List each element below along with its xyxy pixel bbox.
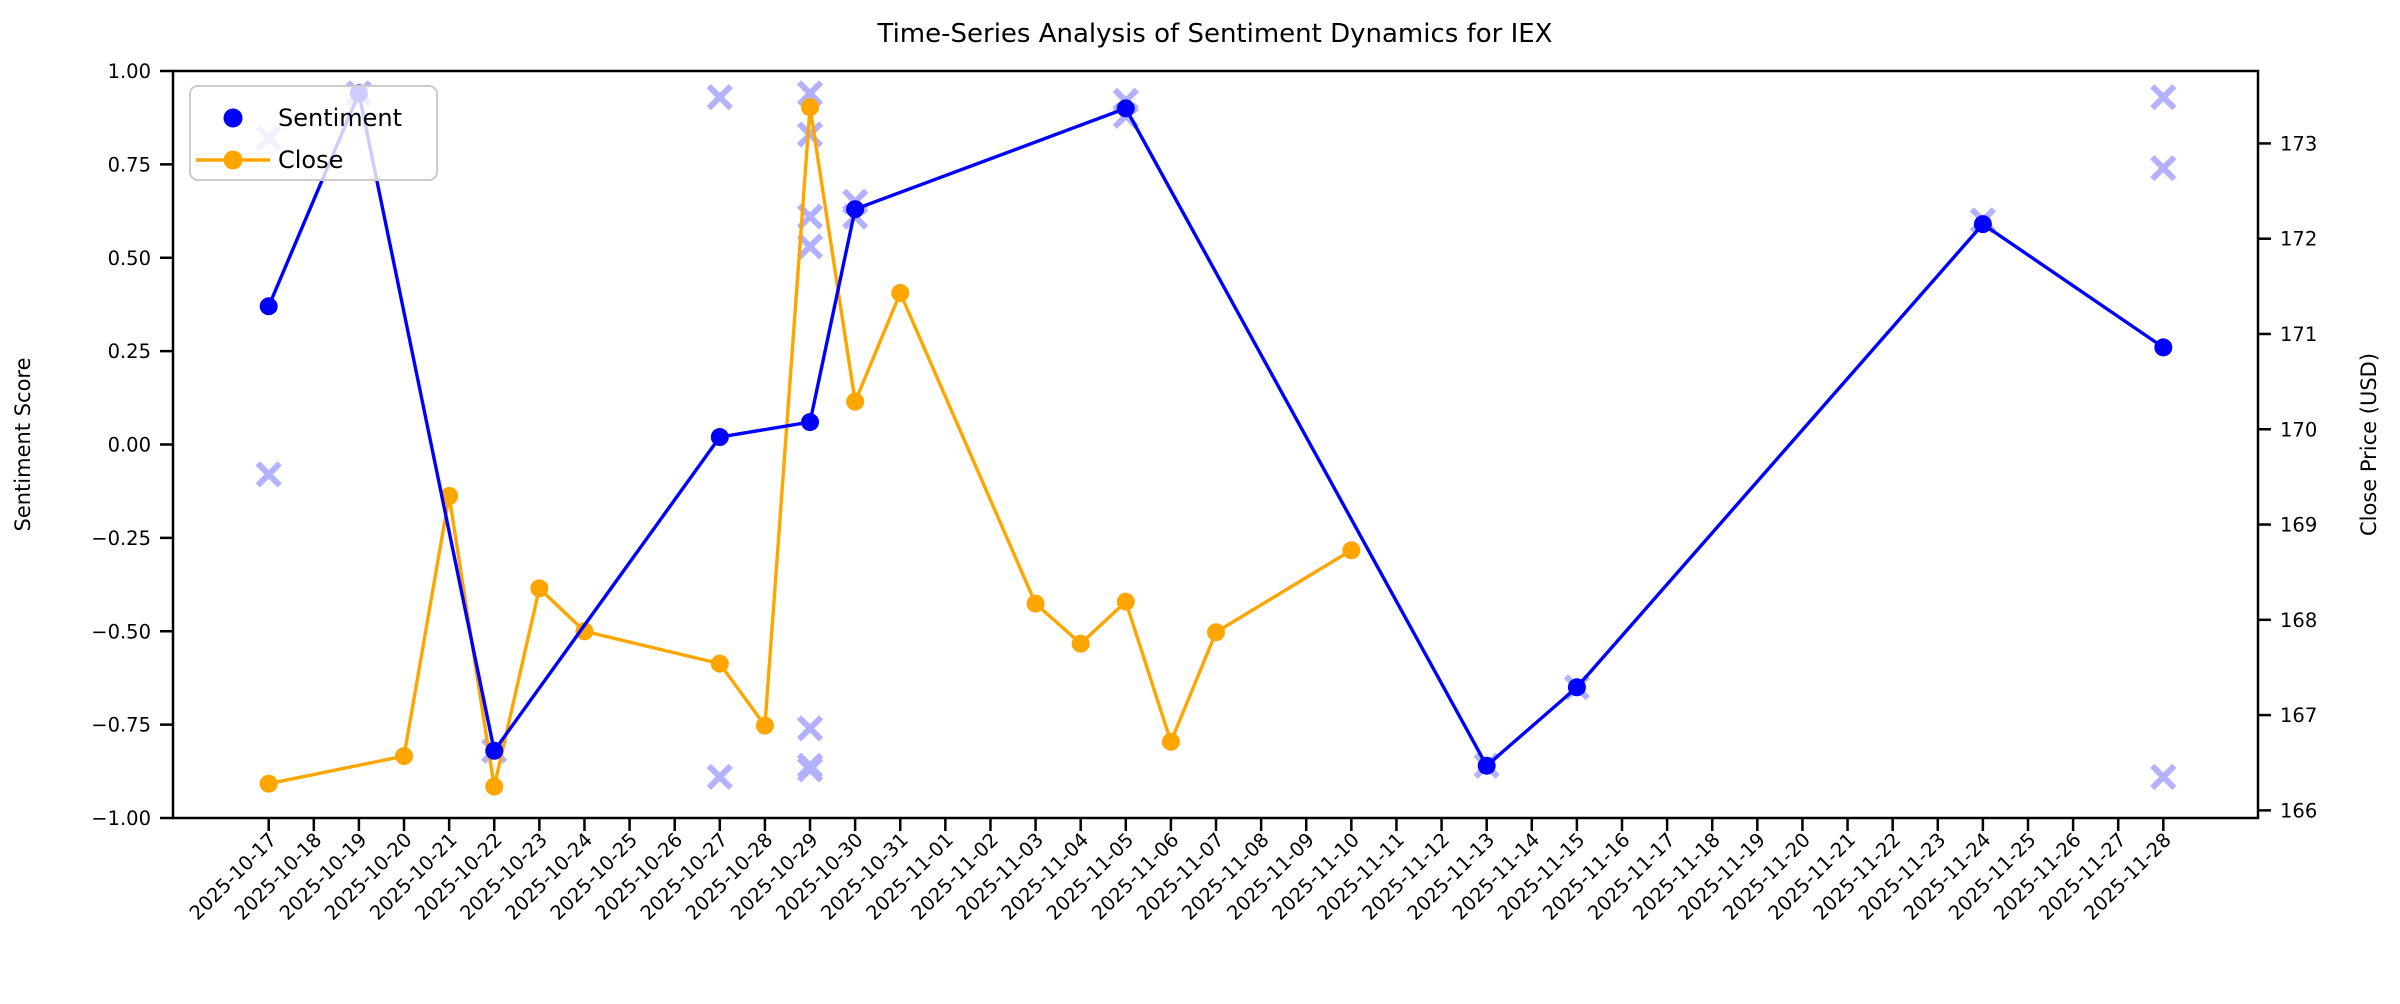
sentiment-x-marker bbox=[796, 80, 824, 107]
sentiment-point bbox=[259, 297, 278, 316]
sentiment-series bbox=[259, 84, 2173, 775]
sentiment-x-marker bbox=[2150, 763, 2177, 791]
close-point bbox=[1207, 623, 1226, 642]
close-point bbox=[1161, 732, 1180, 751]
close-point bbox=[755, 716, 774, 735]
y-tick-label-left: 1.00 bbox=[108, 60, 151, 83]
right-axis-label: Close Price (USD) bbox=[2357, 353, 2381, 536]
close-series bbox=[259, 98, 1361, 796]
legend: Sentiment Close bbox=[189, 85, 438, 181]
sentiment-point bbox=[1477, 756, 1496, 775]
close-point bbox=[530, 579, 549, 598]
sentiment-x-marker bbox=[706, 763, 733, 791]
legend-close-label: Close bbox=[278, 146, 343, 174]
y-tick-label-right: 173 bbox=[2280, 132, 2317, 155]
axes-frame bbox=[171, 69, 2260, 820]
sentiment-point bbox=[710, 428, 729, 447]
y-tick-label-left: 0.00 bbox=[108, 434, 151, 457]
sentiment-point bbox=[801, 413, 820, 432]
close-point bbox=[395, 747, 414, 766]
sentiment-point bbox=[485, 741, 504, 760]
y-tick-label-right: 172 bbox=[2280, 228, 2317, 251]
close-point bbox=[891, 284, 910, 303]
sentiment-x-marker bbox=[796, 752, 824, 779]
sentiment-x-marker bbox=[2150, 84, 2177, 111]
sentiment-x-marker bbox=[2150, 154, 2177, 182]
close-point bbox=[1342, 541, 1361, 560]
plot-area: 2025-10-172025-10-182025-10-192025-10-20… bbox=[91, 60, 2317, 925]
sentiment-x-marker bbox=[796, 233, 824, 260]
chart-title: Time-Series Analysis of Sentiment Dynami… bbox=[877, 19, 1553, 49]
sentiment-line bbox=[267, 91, 2165, 768]
sentiment-x-marker bbox=[796, 756, 824, 783]
close-point bbox=[485, 777, 504, 796]
y-tick-label-left: −0.50 bbox=[91, 620, 151, 643]
close-point bbox=[440, 486, 459, 505]
sentiment-x-marker bbox=[255, 461, 282, 488]
sentiment-point bbox=[2154, 338, 2173, 357]
left-axis-label: Sentiment Score bbox=[11, 357, 35, 531]
y-axis-right: 173 172 171 170 169 168 167 166 bbox=[2258, 132, 2317, 822]
sentiment-point bbox=[846, 200, 865, 219]
close-point bbox=[1026, 594, 1045, 613]
y-tick-label-left: 0.25 bbox=[108, 340, 151, 363]
sentiment-point bbox=[1973, 215, 1992, 234]
close-point bbox=[259, 774, 278, 793]
y-tick-label-left: 0.75 bbox=[108, 153, 151, 176]
sentiment-x-marker bbox=[796, 121, 824, 148]
close-point bbox=[1116, 592, 1135, 611]
close-point bbox=[1071, 634, 1090, 653]
y-tick-label-right: 171 bbox=[2280, 323, 2317, 346]
y-tick-label-right: 168 bbox=[2280, 609, 2317, 632]
y-tick-label-right: 166 bbox=[2280, 799, 2317, 822]
close-point bbox=[801, 98, 820, 117]
y-axis-left: 1.00 0.75 0.50 0.25 0.00 −0.25 −0.50 −0.75 −1.00 bbox=[91, 60, 173, 830]
y-tick-label-left: −0.25 bbox=[91, 527, 151, 550]
sentiment-point bbox=[1116, 99, 1135, 118]
sentiment-x-marker bbox=[796, 715, 824, 742]
y-tick-label-left: 0.50 bbox=[108, 247, 151, 270]
legend-close-dot-icon bbox=[223, 150, 243, 170]
legend-sentiment-dot-icon bbox=[223, 108, 243, 128]
sentiment-x-marker bbox=[706, 84, 733, 111]
legend-box bbox=[189, 85, 438, 181]
y-tick-label-right: 169 bbox=[2280, 514, 2317, 537]
close-point bbox=[846, 392, 865, 411]
y-tick-label-left: −0.75 bbox=[91, 714, 151, 737]
x-axis: 2025-10-172025-10-182025-10-192025-10-20… bbox=[185, 818, 2176, 925]
close-point bbox=[710, 654, 729, 673]
y-tick-label-left: −1.00 bbox=[91, 807, 151, 830]
y-tick-label-right: 167 bbox=[2280, 704, 2317, 727]
close-point bbox=[575, 622, 594, 641]
legend-sentiment-label: Sentiment bbox=[278, 104, 402, 132]
y-tick-label-right: 170 bbox=[2280, 418, 2317, 441]
sentiment-point bbox=[1567, 678, 1586, 697]
